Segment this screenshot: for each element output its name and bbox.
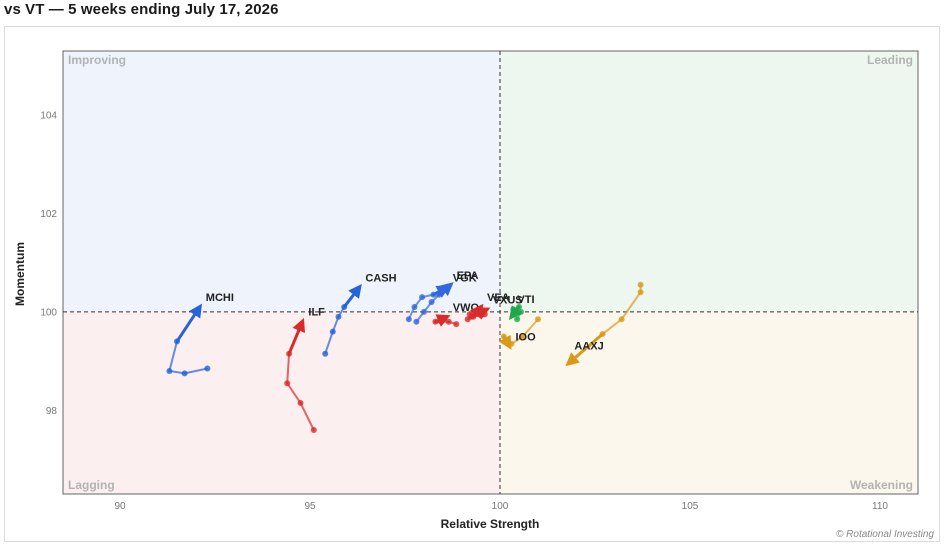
- trail-point: [599, 331, 606, 338]
- quadrant-labels: Improving Leading Lagging Weakening: [68, 53, 913, 492]
- trail-point: [468, 313, 475, 320]
- trail-segment: [620, 291, 642, 321]
- series-cash: CASH: [322, 272, 397, 357]
- trail-point: [516, 303, 522, 310]
- quadrant-label-lagging: Lagging: [68, 478, 115, 492]
- trail-point: [174, 338, 180, 345]
- trail-head-segment: [565, 332, 605, 367]
- series-mchi: MCHI: [166, 292, 234, 377]
- series-label: VEA: [487, 292, 510, 304]
- trail-head-segment: [287, 317, 306, 356]
- trail-point: [476, 311, 483, 318]
- trail-point: [329, 328, 336, 335]
- series-aaxj: AAXJ: [565, 281, 644, 367]
- trail-point: [413, 318, 420, 325]
- trail-point: [436, 291, 443, 298]
- trail-point: [535, 316, 541, 323]
- trail-point: [508, 340, 515, 347]
- trail-point: [204, 365, 211, 372]
- series-label: IOO: [516, 331, 537, 343]
- series-label: ILF: [308, 307, 325, 319]
- trail-point: [514, 316, 521, 323]
- trail-segment: [286, 352, 291, 385]
- trail-point: [637, 281, 644, 288]
- trail-point: [519, 333, 526, 340]
- quadrant-leading: [500, 51, 918, 312]
- trail-point: [166, 367, 173, 374]
- trail-point: [428, 299, 435, 306]
- x-tick-label: 110: [872, 501, 888, 512]
- trail-point: [322, 350, 329, 357]
- trail-point: [637, 289, 644, 296]
- trail-point: [297, 399, 304, 406]
- quadrant-lagging: [63, 311, 500, 494]
- trail-point: [421, 308, 427, 315]
- trail-point: [500, 333, 507, 340]
- y-axis-label: Momentum: [13, 242, 27, 306]
- trail-point: [310, 427, 317, 434]
- y-tick-label: 104: [40, 110, 57, 121]
- quadrant-label-improving: Improving: [68, 53, 126, 67]
- trail-segment: [183, 367, 209, 375]
- series-vgk: VGK: [405, 272, 477, 323]
- series-label: EPA: [457, 270, 479, 282]
- x-tick-label: 100: [492, 501, 509, 512]
- trail-point: [510, 306, 517, 313]
- plot-frame: [62, 50, 919, 495]
- chart-title: vs VT — 5 weeks ending July 17, 2026: [4, 1, 279, 18]
- trail-point: [341, 303, 348, 310]
- trail-head-segment: [342, 284, 362, 309]
- series-vti: VTI: [508, 294, 535, 323]
- series-vxus: VXUS: [464, 294, 523, 323]
- series-label: MCHI: [206, 292, 234, 304]
- series-ilf: ILF: [284, 307, 325, 434]
- x-tick-label: 95: [304, 501, 316, 512]
- trail-point: [411, 303, 418, 310]
- series-label: VXUS: [493, 294, 523, 306]
- trail-point: [335, 313, 342, 320]
- trail-point: [445, 318, 452, 325]
- trail-point: [284, 380, 291, 387]
- trail-point: [430, 291, 437, 298]
- trail-segment: [521, 318, 539, 338]
- quadrant-improving: [63, 51, 500, 312]
- trail-point: [432, 318, 439, 325]
- y-tick-label: 100: [40, 307, 57, 318]
- trail-segment: [286, 382, 302, 404]
- trail-point: [405, 316, 412, 323]
- trail-segment: [168, 340, 178, 372]
- trail-point: [181, 370, 188, 377]
- quadrant-weakening: [500, 311, 918, 494]
- trail-head-segment: [175, 303, 203, 343]
- x-tick-label: 105: [682, 501, 699, 512]
- y-tick-label: 98: [46, 406, 58, 417]
- trail-point: [517, 308, 524, 315]
- series-epa: EPA: [413, 270, 478, 325]
- trail-segment: [299, 401, 315, 432]
- quadrant-label-weakening: Weakening: [850, 478, 913, 492]
- trail-point: [618, 316, 625, 323]
- copyright-note: © Rotational Investing: [836, 529, 934, 540]
- series-label: VTI: [517, 294, 534, 306]
- series-ioo: IOO: [498, 316, 541, 350]
- chart-panel: [4, 26, 940, 542]
- series-label: AAXJ: [574, 341, 603, 353]
- series-label: CASH: [365, 272, 396, 284]
- trail-point: [419, 294, 426, 301]
- trail-segment: [324, 330, 334, 355]
- x-axis-label: Relative Strength: [441, 517, 540, 531]
- x-tick-label: 90: [114, 501, 126, 512]
- trail-segment: [601, 318, 623, 336]
- quadrant-label-leading: Leading: [867, 53, 913, 67]
- axes: 90 95 100 105 110 98 100 102 104: [40, 50, 919, 512]
- trail-point: [453, 321, 460, 328]
- quadrant-backgrounds: [63, 51, 918, 494]
- trail-point: [286, 350, 293, 357]
- series-label: VGK: [453, 272, 477, 284]
- trail-point: [438, 318, 445, 325]
- y-tick-label: 102: [40, 209, 57, 220]
